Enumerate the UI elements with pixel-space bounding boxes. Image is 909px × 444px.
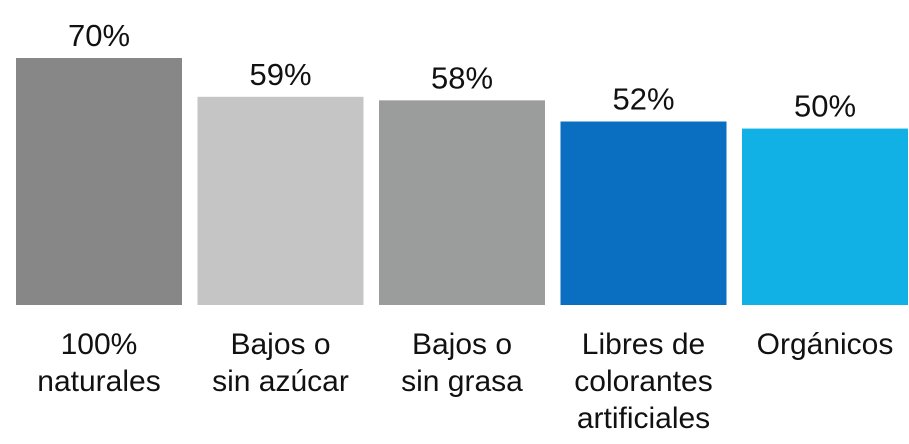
value-label-4: 52% bbox=[612, 82, 674, 117]
category-label-line: sin azúcar bbox=[212, 365, 349, 398]
value-label-1: 70% bbox=[68, 18, 130, 53]
value-label-3: 58% bbox=[431, 60, 493, 95]
category-label-3: Bajos o sin grasa bbox=[401, 328, 523, 398]
value-label-5: 50% bbox=[794, 89, 856, 124]
category-label-4: Libres de colorantes artificiales bbox=[574, 328, 712, 435]
category-label-line: Bajos o bbox=[230, 328, 330, 361]
value-label-2: 59% bbox=[249, 57, 311, 92]
category-label-line: colorantes bbox=[574, 365, 712, 398]
bar-3 bbox=[379, 100, 545, 305]
bar-4 bbox=[560, 121, 727, 305]
category-label-5: Orgánicos bbox=[757, 328, 894, 361]
category-label-line: Libres de bbox=[582, 328, 705, 361]
bar-2 bbox=[197, 96, 364, 305]
category-label-line: 100% bbox=[61, 328, 138, 361]
category-label-2: Bajos o sin azúcar bbox=[212, 328, 349, 398]
bar-1 bbox=[16, 58, 182, 305]
category-label-1: 100% naturales bbox=[37, 328, 160, 398]
category-label-line: artificiales bbox=[577, 402, 710, 435]
category-label-line: Bajos o bbox=[412, 328, 512, 361]
category-label-line: Orgánicos bbox=[757, 328, 894, 361]
bar-5 bbox=[742, 128, 908, 305]
category-label-line: naturales bbox=[37, 365, 160, 398]
category-label-line: sin grasa bbox=[401, 365, 523, 398]
